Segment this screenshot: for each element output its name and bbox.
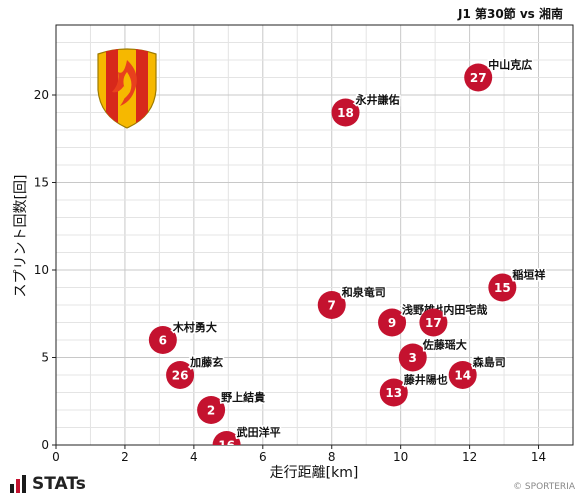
player-point: 2 野上結貴 — [197, 389, 267, 424]
player-number: 3 — [409, 351, 417, 365]
chart-title: J1 第30節 vs 湘南 — [457, 6, 563, 21]
player-marker — [379, 378, 408, 407]
x-tick-label: 10 — [393, 450, 408, 464]
x-tick-label: 8 — [328, 450, 336, 464]
player-number: 6 — [159, 334, 167, 348]
plot-frame — [55, 24, 574, 446]
player-name: 中山克広 — [488, 58, 532, 72]
credit-text: © SPORTERIA — [513, 482, 575, 492]
player-point: 3 佐藤瑶大 — [398, 336, 468, 372]
x-axis-label: 走行距離[km] — [270, 464, 359, 481]
stats-logo-text: STATs — [32, 474, 86, 494]
player-marker — [317, 291, 346, 319]
player-name: 藤井陽也 — [404, 373, 448, 387]
player-marker — [488, 273, 517, 302]
x-tick-label: 2 — [121, 450, 129, 464]
stats-logo: STATs — [10, 474, 86, 494]
player-number: 14 — [454, 369, 471, 383]
x-tick-label: 14 — [531, 450, 546, 464]
axis-ticks: 0 2 4 6 8 10 12 14 0 5 10 15 20 — [34, 88, 546, 464]
y-tick-label: 10 — [34, 263, 49, 277]
player-marker — [419, 308, 448, 337]
x-tick-label: 6 — [259, 450, 267, 464]
y-axis-label: スプリント回数[回] — [13, 175, 29, 298]
player-name: 木村勇大 — [172, 320, 217, 334]
player-point: 7 和泉竜司 — [317, 284, 387, 319]
data-points: 27中山克広18永井謙佑15稲垣祥7和泉竜司9浅野雄也17内田宅哉6木村勇大3佐… — [148, 56, 547, 453]
player-marker — [197, 396, 226, 424]
x-tick-label: 0 — [52, 450, 60, 464]
player-marker — [464, 63, 493, 92]
team-emblem-icon — [97, 48, 157, 129]
y-tick-label: 15 — [34, 176, 49, 190]
x-tick-label: 12 — [462, 450, 477, 464]
x-tick-label: 4 — [190, 450, 198, 464]
player-number: 13 — [385, 386, 402, 400]
player-marker — [148, 326, 177, 354]
stats-bars-icon — [10, 475, 26, 493]
player-number: 27 — [470, 71, 487, 85]
y-tick-label: 5 — [41, 351, 49, 365]
player-name: 和泉竜司 — [342, 285, 386, 299]
player-marker — [398, 343, 427, 372]
player-number: 2 — [207, 404, 215, 418]
player-name: 佐藤瑶大 — [422, 338, 467, 352]
y-tick-label: 0 — [41, 438, 49, 452]
player-number: 26 — [172, 369, 189, 383]
player-marker — [331, 98, 360, 127]
player-number: 7 — [328, 299, 336, 313]
player-marker — [166, 361, 195, 389]
player-name: 野上結貴 — [221, 390, 265, 404]
player-name: 加藤玄 — [189, 355, 223, 369]
player-name: 稲垣祥 — [512, 268, 545, 282]
player-point: 6 木村勇大 — [148, 319, 218, 354]
player-marker — [448, 361, 477, 389]
player-number: 16 — [218, 439, 235, 453]
player-name: 永井謙佑 — [355, 93, 400, 107]
player-number: 15 — [494, 281, 511, 295]
player-number: 9 — [388, 316, 396, 330]
player-number: 18 — [337, 106, 354, 120]
player-marker — [378, 308, 407, 337]
player-marker — [212, 431, 241, 445]
player-name: 武田洋平 — [237, 425, 281, 439]
player-name: 森島司 — [473, 355, 506, 369]
player-number: 17 — [425, 316, 442, 330]
player-name: 内田宅哉 — [443, 303, 487, 317]
y-tick-label: 20 — [34, 88, 49, 102]
